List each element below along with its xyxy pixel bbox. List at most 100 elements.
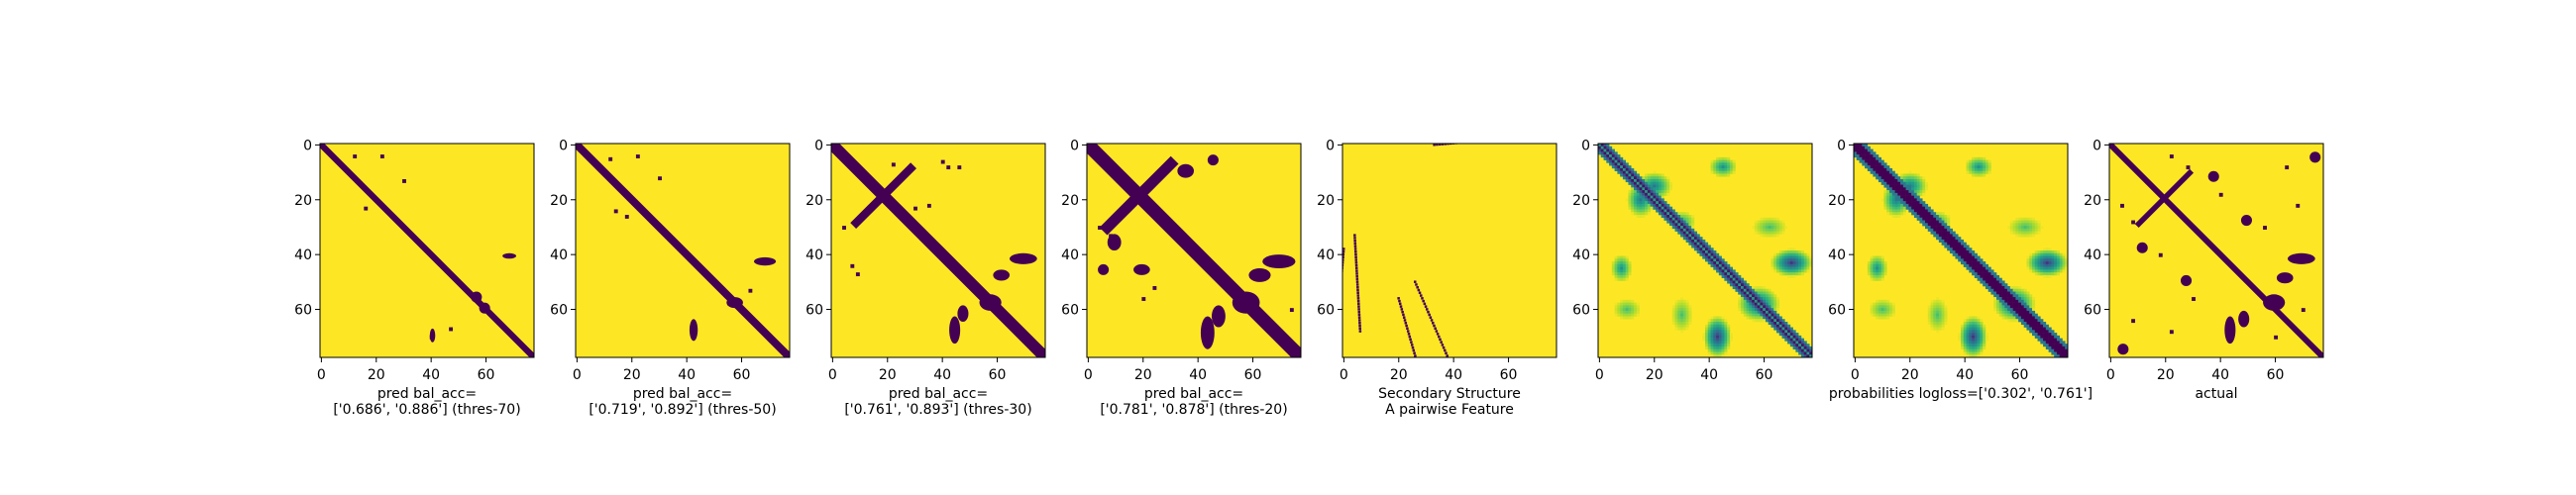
heatmap-prob-cell bbox=[2032, 231, 2036, 235]
heatmap-prob-cell bbox=[1617, 263, 1621, 267]
heatmap-contact-cell bbox=[613, 209, 618, 214]
heatmap-prob-cell bbox=[1685, 231, 1689, 235]
heatmap-prob-cell bbox=[1776, 269, 1780, 273]
heatmap-strand-cell bbox=[1339, 294, 1341, 296]
heatmap-prob-cell bbox=[1773, 220, 1777, 224]
heatmap-prob-cell bbox=[1696, 234, 1700, 238]
heatmap-prob-cell bbox=[1977, 159, 1981, 163]
heatmap-prob-cell bbox=[1886, 176, 1890, 180]
heatmap-prob-cell bbox=[1908, 192, 1912, 196]
heatmap-prob-cell bbox=[2026, 263, 2030, 267]
heatmap-strand-cell bbox=[1475, 423, 1477, 425]
heatmap-prob-cell bbox=[1781, 266, 1785, 270]
heatmap-prob-cell bbox=[1806, 346, 1810, 349]
heatmap-prob-cell bbox=[1944, 319, 1948, 323]
heatmap-prob-cell bbox=[1707, 252, 1711, 256]
heatmap-prob-cell bbox=[1682, 223, 1686, 227]
heatmap-prob-cell bbox=[2037, 231, 2041, 235]
heatmap-prob-cell bbox=[1938, 319, 1942, 323]
heatmap-strand-cell bbox=[1417, 363, 1419, 365]
heatmap-prob-cell bbox=[1674, 228, 1678, 232]
heatmap-prob-cell bbox=[2062, 344, 2066, 347]
heatmap-prob-cell bbox=[1792, 338, 1796, 342]
heatmap-prob-cell bbox=[1768, 322, 1771, 326]
y-tick-label: 60 bbox=[1828, 303, 1846, 319]
heatmap-prob-cell bbox=[2029, 231, 2033, 235]
heatmap-prob-cell bbox=[1721, 341, 1725, 345]
heatmap-prob-cell bbox=[1987, 159, 1991, 163]
heatmap-prob-cell bbox=[2029, 255, 2033, 259]
heatmap-prob-cell bbox=[1653, 170, 1657, 174]
heatmap-prob-cell bbox=[2040, 338, 2044, 342]
heatmap-prob-cell bbox=[1606, 156, 1610, 160]
heatmap-prob-cell bbox=[1639, 184, 1643, 188]
heatmap-prob-cell bbox=[1754, 231, 1758, 235]
heatmap-prob-cell bbox=[1778, 252, 1782, 256]
heatmap-prob-cell bbox=[1647, 198, 1651, 202]
heatmap-prob-cell bbox=[1969, 348, 1973, 352]
heatmap-strand-cell bbox=[1337, 314, 1339, 316]
heatmap-prob-cell bbox=[2062, 346, 2066, 349]
heatmap-prob-cell bbox=[1925, 206, 1929, 210]
heatmap-prob-cell bbox=[1963, 319, 1967, 323]
heatmap-cells bbox=[1087, 144, 1301, 357]
heatmap-prob-cell bbox=[1908, 203, 1912, 207]
heatmap-prob-cell bbox=[1606, 144, 1610, 148]
heatmap-prob-cell bbox=[1778, 220, 1782, 224]
heatmap-prob-cell bbox=[1776, 255, 1780, 259]
heatmap-prob-cell bbox=[1768, 288, 1771, 292]
heatmap-prob-cell bbox=[1927, 220, 1931, 224]
heatmap-prob-cell bbox=[1749, 313, 1753, 317]
heatmap-prob-cell bbox=[1880, 261, 1884, 265]
heatmap-prob-cell bbox=[1773, 305, 1777, 309]
heatmap-prob-cell bbox=[1969, 165, 1973, 169]
heatmap-prob-cell bbox=[2059, 346, 2063, 349]
x-tick-label: 40 bbox=[678, 367, 696, 383]
heatmap-prob-cell bbox=[1905, 173, 1909, 177]
heatmap-prob-cell bbox=[1998, 305, 2002, 309]
heatmap-prob-cell bbox=[1677, 228, 1681, 232]
heatmap-prob-cell bbox=[1617, 310, 1621, 314]
heatmap-prob-cell bbox=[1647, 181, 1651, 185]
heatmap-prob-cell bbox=[1969, 170, 1973, 174]
heatmap-prob-cell bbox=[1773, 263, 1777, 267]
heatmap-cells bbox=[1854, 144, 2068, 357]
heatmap-prob-cell bbox=[1902, 201, 1906, 205]
heatmap-prob-cell bbox=[1930, 226, 1934, 230]
heatmap-contact-blob bbox=[754, 256, 777, 266]
heatmap-prob-cell bbox=[2012, 316, 2016, 320]
heatmap-prob-cell bbox=[1702, 255, 1706, 259]
heatmap-prob-cell bbox=[1677, 316, 1681, 320]
heatmap-prob-cell bbox=[1795, 261, 1799, 265]
heatmap-prob-cell bbox=[1721, 322, 1725, 326]
heatmap-prob-cell bbox=[1603, 156, 1607, 160]
heatmap-prob-cell bbox=[2059, 258, 2063, 262]
heatmap-prob-cell bbox=[1776, 308, 1780, 312]
heatmap-prob-cell bbox=[1674, 316, 1678, 320]
heatmap-prob-cell bbox=[1778, 266, 1782, 270]
heatmap-prob-cell bbox=[1716, 316, 1720, 320]
heatmap-prob-cell bbox=[1983, 162, 1986, 166]
heatmap-prob-cell bbox=[1792, 269, 1796, 273]
heatmap-prob-cell bbox=[1974, 346, 1978, 349]
heatmap-prob-cell bbox=[1969, 248, 1973, 251]
heatmap-prob-cell bbox=[1710, 330, 1714, 334]
heatmap-prob-cell bbox=[1609, 151, 1613, 155]
heatmap-prob-cell bbox=[1908, 184, 1912, 188]
heatmap-prob-cell bbox=[1773, 261, 1777, 265]
heatmap-prob-cell bbox=[1798, 335, 1802, 339]
heatmap-prob-cell bbox=[2032, 305, 2036, 309]
heatmap-prob-cell bbox=[1688, 217, 1692, 221]
heatmap-prob-cell bbox=[2020, 226, 2024, 230]
heatmap-prob-cell bbox=[1617, 305, 1621, 309]
heatmap-prob-cell bbox=[1778, 324, 1782, 328]
heatmap-prob-cell bbox=[2034, 313, 2038, 317]
heatmap-prob-cell bbox=[1784, 335, 1788, 339]
heatmap-prob-cell bbox=[1771, 294, 1774, 298]
heatmap-prob-cell bbox=[1803, 255, 1807, 259]
heatmap-prob-cell bbox=[1977, 274, 1981, 278]
heatmap-prob-cell bbox=[1911, 195, 1915, 199]
heatmap-prob-cell bbox=[1620, 263, 1624, 267]
heatmap-prob-cell bbox=[1886, 310, 1890, 314]
y-tick-label: 60 bbox=[294, 303, 312, 319]
